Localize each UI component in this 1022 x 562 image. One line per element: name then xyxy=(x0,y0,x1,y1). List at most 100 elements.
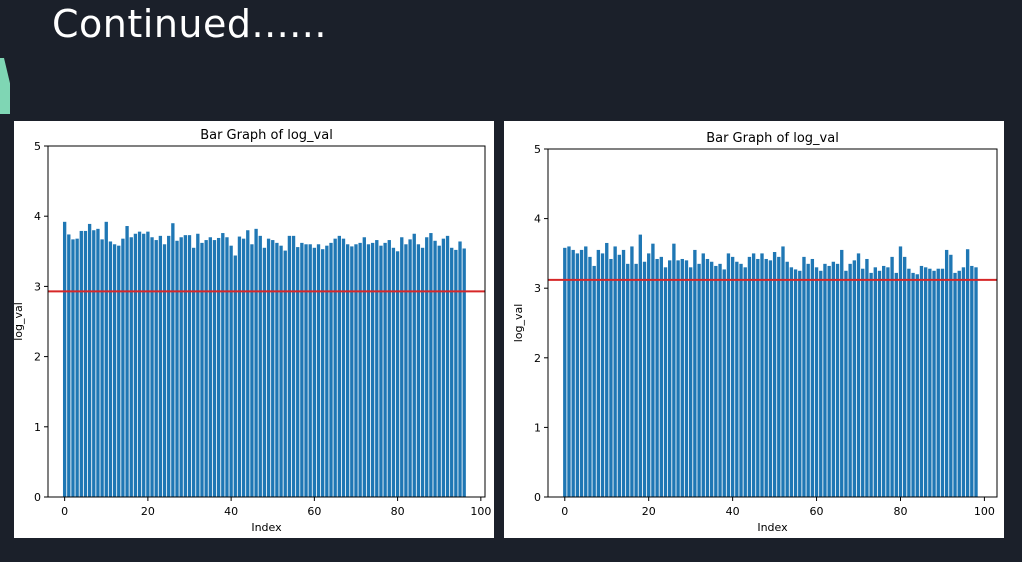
bar xyxy=(450,247,454,497)
bar xyxy=(923,267,928,497)
chart-title: Bar Graph of log_val xyxy=(706,131,839,146)
bar xyxy=(204,240,208,497)
bar xyxy=(932,270,936,497)
y-tick-label: 4 xyxy=(34,210,41,223)
bar xyxy=(718,263,722,497)
bar xyxy=(350,246,354,497)
bar xyxy=(283,250,287,497)
bar xyxy=(571,249,575,497)
bar xyxy=(62,221,67,497)
bar xyxy=(668,260,672,497)
bar xyxy=(730,256,735,497)
bar xyxy=(772,252,777,497)
bar xyxy=(823,263,827,497)
bar xyxy=(802,256,806,497)
y-tick-label: 0 xyxy=(34,491,41,504)
slide-title: Continued...... xyxy=(52,2,327,46)
bar xyxy=(705,258,710,497)
x-tick-label: 20 xyxy=(642,505,656,518)
bar xyxy=(588,256,592,497)
bar xyxy=(806,263,810,497)
bar xyxy=(462,248,466,497)
bar xyxy=(96,228,100,497)
bar xyxy=(777,256,781,497)
bar xyxy=(697,263,701,497)
bar xyxy=(146,231,150,497)
bar xyxy=(638,234,642,498)
bar xyxy=(75,238,79,497)
bar xyxy=(894,272,898,497)
bar xyxy=(200,242,204,497)
bar xyxy=(246,230,250,497)
plot-frame xyxy=(547,148,998,498)
bar xyxy=(974,267,978,497)
bar xyxy=(275,242,279,497)
bar xyxy=(735,261,739,497)
bar xyxy=(345,244,350,497)
bar xyxy=(743,267,747,497)
bar xyxy=(445,235,450,498)
bar xyxy=(79,230,83,497)
bar xyxy=(768,260,773,497)
bar xyxy=(861,268,865,497)
bar xyxy=(71,239,75,497)
x-tick-label: 100 xyxy=(470,505,491,518)
bar xyxy=(600,253,605,497)
bar xyxy=(129,237,133,497)
bar xyxy=(379,245,383,497)
bar xyxy=(949,254,953,497)
bar xyxy=(957,270,961,497)
bar xyxy=(341,238,346,497)
bar xyxy=(171,223,175,497)
bar xyxy=(133,233,138,497)
bar xyxy=(928,268,932,497)
bar xyxy=(125,226,129,497)
bar xyxy=(852,260,857,497)
bar xyxy=(104,221,108,497)
chart-panel-right: 0 1 2 3 4 5 0 20 40 60 80 100 Bar Graph of log_val In… xyxy=(504,121,1004,538)
bar xyxy=(709,261,714,497)
y-tick-label: 5 xyxy=(534,143,541,156)
bar xyxy=(865,258,869,497)
bar xyxy=(739,263,743,497)
bar xyxy=(241,238,246,497)
bar xyxy=(92,230,96,497)
chart-title: Bar Graph of log_val xyxy=(200,128,333,143)
y-tick-label: 1 xyxy=(534,421,541,434)
bar xyxy=(391,247,396,497)
bar xyxy=(117,245,121,497)
bar xyxy=(869,272,873,497)
bar xyxy=(437,245,441,497)
bar-chart-left: 0 1 2 3 4 5 0 20 40 60 80 100 Bar Graph of log_val In… xyxy=(14,128,491,534)
bar xyxy=(819,270,823,497)
bar xyxy=(617,254,622,497)
y-tick-label: 5 xyxy=(34,140,41,153)
bar xyxy=(596,249,601,497)
bar xyxy=(183,235,188,497)
bar xyxy=(441,238,446,497)
bar-chart-right: 0 1 2 3 4 5 0 20 40 60 80 100 Bar Graph of log_val In… xyxy=(512,131,998,534)
bar xyxy=(856,253,861,497)
bar xyxy=(337,235,341,498)
bar xyxy=(87,223,92,498)
bar xyxy=(626,263,630,497)
bar xyxy=(258,235,262,498)
bar xyxy=(266,238,271,497)
bar xyxy=(221,233,225,498)
bar xyxy=(915,274,919,497)
bar xyxy=(321,249,325,497)
bar xyxy=(919,265,924,497)
bar xyxy=(693,249,697,497)
bar xyxy=(400,237,404,497)
bar xyxy=(137,231,142,497)
bar xyxy=(882,265,886,497)
bar xyxy=(433,240,437,497)
bar xyxy=(722,269,726,497)
bar xyxy=(936,268,940,497)
x-tick-label: 0 xyxy=(61,505,68,518)
bar xyxy=(659,256,663,497)
bar xyxy=(835,263,840,497)
bar xyxy=(254,228,258,497)
y-tick-label: 3 xyxy=(534,282,541,295)
bar xyxy=(387,240,391,497)
